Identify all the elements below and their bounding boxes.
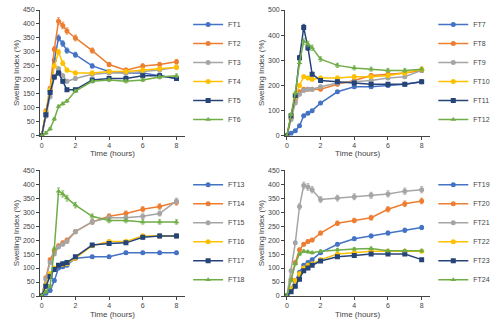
- svg-text:250: 250: [23, 223, 35, 230]
- svg-text:FT11: FT11: [473, 97, 489, 104]
- svg-text:FT15: FT15: [228, 219, 244, 226]
- svg-text:100: 100: [23, 104, 35, 111]
- svg-text:FT12: FT12: [473, 116, 489, 123]
- svg-text:4: 4: [107, 302, 111, 309]
- svg-text:200: 200: [23, 76, 35, 83]
- svg-text:0: 0: [285, 302, 289, 309]
- svg-text:Time (hours): Time (hours): [335, 310, 380, 319]
- svg-text:50: 50: [272, 278, 280, 285]
- svg-text:FT17: FT17: [228, 257, 244, 264]
- svg-text:FT21: FT21: [473, 219, 489, 226]
- svg-text:400: 400: [23, 181, 35, 188]
- svg-text:4: 4: [352, 142, 356, 149]
- svg-text:FT13: FT13: [228, 181, 244, 188]
- svg-text:150: 150: [23, 251, 35, 258]
- svg-text:FT16: FT16: [228, 238, 244, 245]
- svg-text:2: 2: [319, 302, 323, 309]
- svg-text:4: 4: [107, 142, 111, 149]
- svg-text:Swelling Index (%): Swelling Index (%): [257, 200, 266, 267]
- svg-text:FT3: FT3: [228, 59, 241, 66]
- svg-text:FT6: FT6: [228, 116, 241, 123]
- svg-text:0: 0: [31, 292, 35, 299]
- svg-text:8: 8: [420, 142, 424, 149]
- svg-text:50: 50: [27, 118, 35, 125]
- svg-text:150: 150: [23, 90, 35, 97]
- svg-text:500: 500: [268, 6, 280, 13]
- svg-text:100: 100: [268, 107, 280, 114]
- svg-text:FT24: FT24: [473, 276, 489, 283]
- svg-text:450: 450: [23, 6, 35, 13]
- svg-text:350: 350: [268, 195, 280, 202]
- svg-text:FT2: FT2: [228, 40, 241, 47]
- svg-text:FT22: FT22: [473, 238, 489, 245]
- svg-text:Swelling Index (%): Swelling Index (%): [257, 39, 266, 106]
- svg-text:0: 0: [40, 142, 44, 149]
- svg-text:FT14: FT14: [228, 200, 244, 207]
- svg-text:200: 200: [268, 82, 280, 89]
- svg-text:0: 0: [31, 132, 35, 139]
- svg-text:250: 250: [268, 223, 280, 230]
- svg-text:50: 50: [27, 278, 35, 285]
- svg-text:400: 400: [23, 20, 35, 27]
- svg-text:200: 200: [268, 237, 280, 244]
- svg-text:Swelling Index (%): Swelling Index (%): [12, 200, 21, 267]
- svg-text:8: 8: [175, 142, 179, 149]
- svg-text:FT4: FT4: [228, 78, 241, 85]
- svg-text:200: 200: [23, 237, 35, 244]
- svg-text:6: 6: [386, 302, 390, 309]
- svg-text:2: 2: [319, 142, 323, 149]
- svg-text:250: 250: [23, 62, 35, 69]
- svg-text:Time (hours): Time (hours): [90, 149, 135, 158]
- svg-text:FT8: FT8: [473, 40, 486, 47]
- svg-text:300: 300: [268, 209, 280, 216]
- svg-text:Time (hours): Time (hours): [335, 149, 380, 158]
- svg-text:350: 350: [23, 195, 35, 202]
- svg-text:0: 0: [285, 142, 289, 149]
- svg-text:100: 100: [23, 264, 35, 271]
- svg-text:350: 350: [23, 34, 35, 41]
- svg-text:6: 6: [386, 142, 390, 149]
- svg-text:FT1: FT1: [228, 21, 241, 28]
- svg-text:FT7: FT7: [473, 21, 486, 28]
- svg-text:FT9: FT9: [473, 59, 486, 66]
- svg-text:300: 300: [268, 57, 280, 64]
- svg-text:300: 300: [23, 48, 35, 55]
- svg-text:FT18: FT18: [228, 276, 244, 283]
- svg-text:0: 0: [276, 132, 280, 139]
- svg-text:150: 150: [268, 251, 280, 258]
- svg-text:FT19: FT19: [473, 181, 489, 188]
- svg-text:FT5: FT5: [228, 97, 241, 104]
- svg-text:450: 450: [268, 167, 280, 174]
- svg-text:400: 400: [268, 32, 280, 39]
- svg-text:4: 4: [352, 302, 356, 309]
- svg-text:6: 6: [141, 302, 145, 309]
- svg-text:0: 0: [40, 302, 44, 309]
- svg-text:FT10: FT10: [473, 78, 489, 85]
- svg-text:450: 450: [23, 167, 35, 174]
- svg-text:FT20: FT20: [473, 200, 489, 207]
- svg-text:0: 0: [276, 292, 280, 299]
- svg-text:400: 400: [268, 181, 280, 188]
- svg-text:FT23: FT23: [473, 257, 489, 264]
- svg-text:100: 100: [268, 264, 280, 271]
- svg-text:8: 8: [420, 302, 424, 309]
- svg-text:Swelling Index (%): Swelling Index (%): [12, 39, 21, 106]
- svg-text:6: 6: [141, 142, 145, 149]
- svg-text:2: 2: [73, 302, 77, 309]
- svg-text:8: 8: [175, 302, 179, 309]
- svg-text:Time (hours): Time (hours): [90, 310, 135, 319]
- svg-text:2: 2: [73, 142, 77, 149]
- svg-text:300: 300: [23, 209, 35, 216]
